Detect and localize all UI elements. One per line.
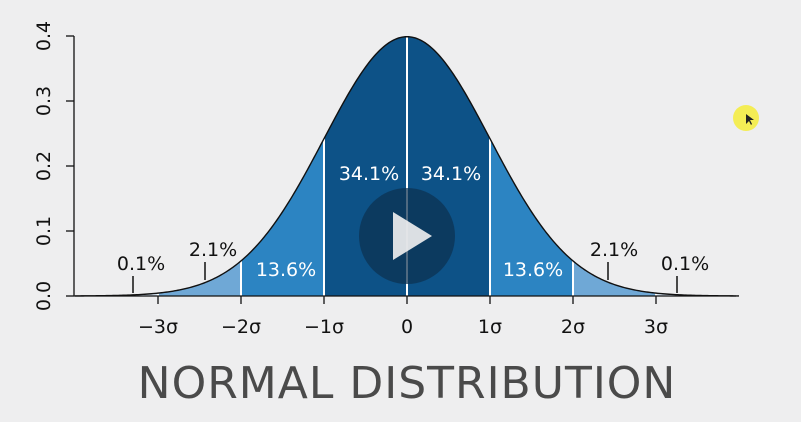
region-percent-label: 2.1% xyxy=(189,239,237,261)
mouse-cursor xyxy=(733,105,759,131)
chart-title: NORMAL DISTRIBUTION xyxy=(138,358,677,409)
region-percent-label: 13.6% xyxy=(256,259,316,281)
x-tick-label: −3σ xyxy=(138,316,178,338)
region-percent-label: 0.1% xyxy=(661,253,709,275)
region-percent-label: 2.1% xyxy=(590,239,638,261)
y-tick-label: 0.1 xyxy=(33,216,55,246)
x-tick-label: 3σ xyxy=(644,316,668,338)
play-button[interactable] xyxy=(359,188,455,284)
region-percent-label: 0.1% xyxy=(117,253,165,275)
region-percent-label: 13.6% xyxy=(503,259,563,281)
axes: 0.0 0.1 0.2 0.3 0.4 −3σ −2σ −1σ 0 1σ 2σ 3σ xyxy=(33,21,736,338)
play-icon[interactable] xyxy=(393,212,432,260)
cursor-arrow-icon xyxy=(746,114,754,125)
y-tick-label: 0.3 xyxy=(33,86,55,116)
x-tick-label: −1σ xyxy=(304,316,344,338)
x-tick-label: 0 xyxy=(401,316,413,338)
percent-labels: 0.1% 2.1% 13.6% 34.1% 34.1% 13.6% 2.1% 0.1% xyxy=(117,163,709,293)
y-tick-label: 0.4 xyxy=(33,21,55,51)
region-percent-label: 34.1% xyxy=(421,163,481,185)
y-tick-label: 0.2 xyxy=(33,151,55,181)
density-curve xyxy=(75,35,739,297)
x-tick-label: 2σ xyxy=(561,316,585,338)
x-tick-label: −2σ xyxy=(221,316,261,338)
x-tick-label: 1σ xyxy=(478,316,502,338)
region-percent-label: 34.1% xyxy=(339,163,399,185)
region-7 xyxy=(573,260,656,296)
region-2 xyxy=(158,260,241,296)
y-tick-label: 0.0 xyxy=(33,281,55,311)
